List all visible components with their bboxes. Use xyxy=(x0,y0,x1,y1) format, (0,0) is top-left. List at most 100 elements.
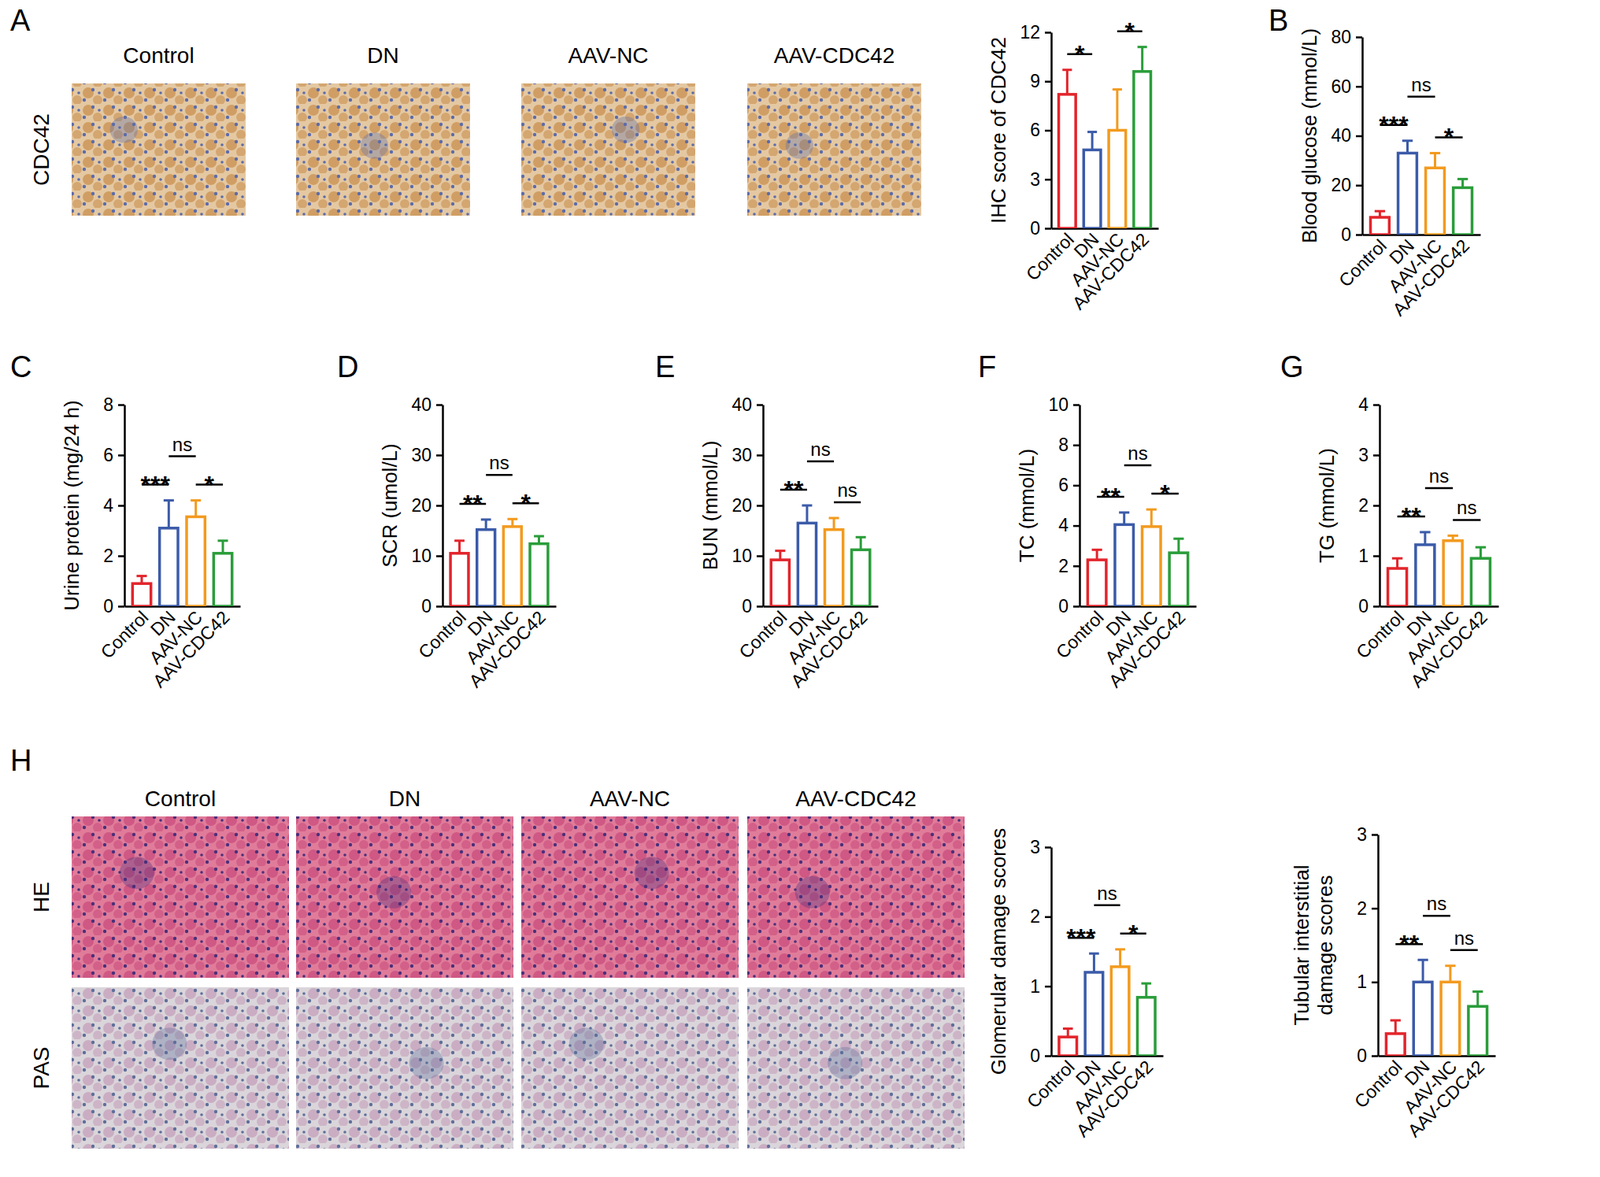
micrograph xyxy=(296,987,514,1149)
column-title: AAV-CDC42 xyxy=(774,43,896,68)
significance-line xyxy=(1124,464,1152,467)
y-tick-mark xyxy=(436,403,443,407)
x-tick: Control xyxy=(96,606,153,663)
error-bar xyxy=(1447,535,1458,541)
y-tick-label: 0 xyxy=(741,596,752,617)
bar xyxy=(1083,149,1101,229)
significance-label: * xyxy=(1128,919,1139,949)
y-tick: 4 xyxy=(103,495,125,516)
significance-label: *** xyxy=(140,470,171,500)
error-bar xyxy=(1457,178,1468,188)
significance: ** xyxy=(459,489,487,519)
y-axis-title: Urine protein (mg/24 h) xyxy=(59,400,84,611)
column-title: AAV-CDC42 xyxy=(795,786,917,812)
error-bar-cap xyxy=(1062,1027,1074,1030)
bar-chart: 020406080ControlDNAAV-NCAAV-CDC42Blood g… xyxy=(1297,26,1482,320)
panel-label: A xyxy=(10,3,31,38)
y-tick-mark xyxy=(1044,178,1052,182)
significance: ns xyxy=(807,438,834,462)
row-title: HE xyxy=(29,881,54,913)
error-bar-stem xyxy=(194,500,197,518)
error-bar xyxy=(855,537,867,550)
x-tick-label: AAV-CDC42 xyxy=(464,607,550,693)
significance: * xyxy=(1117,17,1143,46)
y-tick-label: 3 xyxy=(1358,444,1369,466)
error-bar-cap xyxy=(1444,964,1456,967)
x-axis: ControlDNAAV-NCAAV-CDC42 xyxy=(96,606,241,692)
error-bar-stem xyxy=(167,500,171,529)
error-bar xyxy=(1475,547,1486,559)
y-tick-label: 2 xyxy=(1029,906,1041,927)
x-axis: ControlDNAAV-NCAAV-CDC42 xyxy=(1022,1055,1164,1141)
y-tick: 8 xyxy=(1058,434,1080,456)
y-tick-mark xyxy=(1355,135,1363,138)
error-bar-stem xyxy=(1177,538,1180,553)
panel-label: C xyxy=(10,350,32,384)
y-tick-label: 3 xyxy=(1356,824,1367,845)
bar xyxy=(477,529,496,607)
significance-line xyxy=(833,501,861,504)
micrograph-detail xyxy=(376,876,412,909)
error-bar xyxy=(1092,549,1103,560)
error-bar xyxy=(1112,89,1123,131)
error-bar-cap xyxy=(1092,548,1103,552)
micrograph-detail xyxy=(151,1027,187,1060)
plot-area xyxy=(1388,532,1491,607)
significance: ns xyxy=(485,451,513,475)
x-tick-label: Control xyxy=(1334,235,1391,292)
y-axis: 0123 xyxy=(1029,837,1052,1067)
y-tick-mark xyxy=(1373,555,1380,558)
y-axis-title: damage scores xyxy=(1313,875,1338,1016)
error-bar xyxy=(1374,211,1386,218)
y-tick: 0 xyxy=(421,596,443,617)
y-tick-label: 8 xyxy=(1058,434,1069,456)
error-bar xyxy=(1419,532,1430,545)
x-tick: AAV-CDC42 xyxy=(464,606,550,692)
y-tick-label: 0 xyxy=(1358,596,1369,617)
y-tick-mark xyxy=(1073,525,1080,528)
y-tick: 3 xyxy=(1358,444,1380,466)
bar xyxy=(851,549,871,607)
y-tick-label: 4 xyxy=(103,495,114,516)
micrograph xyxy=(71,987,289,1149)
micrograph-detail xyxy=(795,876,830,909)
y-tick-mark xyxy=(1044,1055,1052,1058)
significance: ns xyxy=(833,479,861,503)
significance-line xyxy=(1407,96,1435,99)
error-bar xyxy=(507,518,518,527)
y-tick-mark xyxy=(1371,981,1378,985)
bar xyxy=(159,528,178,607)
error-bar-stem xyxy=(805,505,808,523)
x-tick-label: AAV-CDC42 xyxy=(1072,1056,1158,1142)
y-tick-mark xyxy=(1044,227,1052,230)
significance-label: ns xyxy=(1411,74,1431,96)
x-axis: ControlDNAAV-NCAAV-CDC42 xyxy=(1022,228,1160,314)
error-bar-stem xyxy=(1476,992,1479,1008)
significance-line xyxy=(807,460,834,463)
error-bar-cap xyxy=(1146,508,1157,512)
micrograph-detail xyxy=(119,856,155,889)
y-tick-mark xyxy=(436,454,443,457)
y-tick-mark xyxy=(1044,916,1052,919)
error-bar xyxy=(136,576,147,585)
error-bar-cap xyxy=(1429,151,1441,155)
y-tick: 12 xyxy=(1019,22,1052,43)
significance-line xyxy=(1422,914,1451,918)
significance-label: ns xyxy=(1429,465,1449,487)
error-bar xyxy=(1146,509,1157,527)
error-bar-stem xyxy=(1448,966,1452,983)
error-bar-cap xyxy=(454,539,465,542)
error-bar xyxy=(801,505,812,523)
y-tick-label: 20 xyxy=(731,495,752,516)
y-tick: 0 xyxy=(1058,596,1080,617)
y-tick-label: 40 xyxy=(1330,125,1352,146)
y-tick-mark xyxy=(1044,985,1052,989)
error-bar-cap xyxy=(1087,130,1097,134)
micrograph-detail xyxy=(827,1047,863,1080)
error-bar xyxy=(1140,983,1152,998)
y-tick-mark xyxy=(118,454,125,457)
y-tick: 1 xyxy=(1356,971,1378,993)
bar-chart: 010203040ControlDNAAV-NCAAV-CDC42SCR (um… xyxy=(377,394,557,692)
plot-area xyxy=(132,500,232,607)
significance: *** xyxy=(1066,923,1097,952)
